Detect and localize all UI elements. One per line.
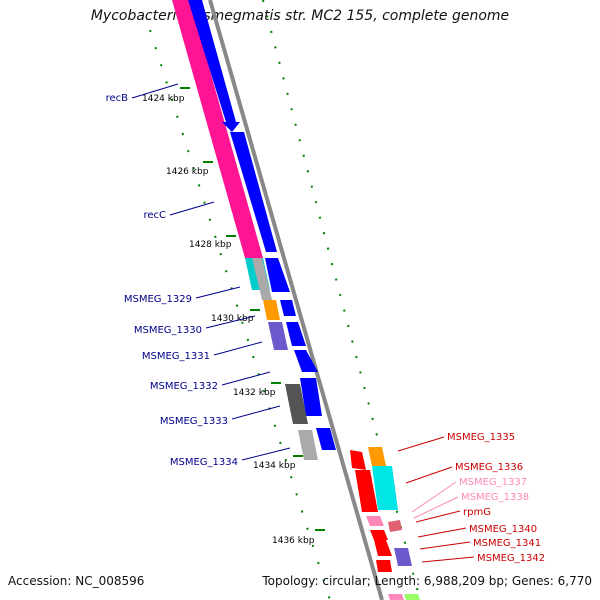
leader-line xyxy=(131,83,179,99)
gene-label-recc[interactable]: recC xyxy=(143,210,166,221)
leader-line xyxy=(195,286,241,299)
gene-label-recb[interactable]: recB xyxy=(106,93,129,104)
gene-label-msmeg-1330[interactable]: MSMEG_1330 xyxy=(134,325,202,336)
cds-msmeg-1329 xyxy=(265,258,290,292)
cds-recb xyxy=(188,0,240,132)
left-gene-labels: recB recC MSMEG_1329 MSMEG_1330 MSMEG_13… xyxy=(106,83,291,468)
leader-line xyxy=(419,541,471,550)
feature-pink-bottom xyxy=(388,594,404,600)
leader-line xyxy=(415,510,461,523)
right-gene-labels: MSMEG_1335 MSMEG_1336 MSMEG_1337 MSMEG_1… xyxy=(397,432,545,564)
gc-band-grey xyxy=(252,258,272,300)
cds-msmeg-1341 xyxy=(394,548,412,566)
accession-label: Accession: NC_008596 xyxy=(8,574,145,588)
leader-line xyxy=(205,315,256,329)
leader-line xyxy=(231,405,281,420)
cds-msmeg-1337 xyxy=(366,516,384,526)
cds-msmeg-1330 xyxy=(280,300,296,316)
cds-msmeg-1332 xyxy=(294,350,318,372)
cds-msmeg-1334 xyxy=(316,428,336,450)
backbone-line xyxy=(208,0,384,600)
topology-label: Topology: circular; Length: 6,988,209 bp… xyxy=(262,574,592,588)
gene-label-rpmg[interactable]: rpmG xyxy=(463,507,491,518)
tick-label: 1430 kbp xyxy=(211,314,254,324)
leader-line xyxy=(221,371,271,386)
feature-cyan xyxy=(372,466,398,510)
cds-rpmg xyxy=(370,530,388,540)
feature-lightgrey xyxy=(298,430,318,460)
tick-label: 1428 kbp xyxy=(189,240,232,250)
feature-darkgrey xyxy=(285,384,308,424)
tick-label: 1426 kbp xyxy=(166,167,209,177)
gene-label-msmeg-1340[interactable]: MSMEG_1340 xyxy=(469,524,537,535)
leader-line xyxy=(169,201,215,216)
tick-label: 1436 kbp xyxy=(272,536,315,546)
gene-label-msmeg-1342[interactable]: MSMEG_1342 xyxy=(477,553,545,564)
cds-msmeg-1331 xyxy=(286,322,306,346)
cds-recc xyxy=(230,132,277,252)
cds-msmeg-1340 xyxy=(374,540,392,556)
cds-msmeg-1336 xyxy=(355,470,378,512)
cds-msmeg-1338 xyxy=(388,520,402,532)
feature-slateblue xyxy=(268,322,288,350)
gene-label-msmeg-1335[interactable]: MSMEG_1335 xyxy=(447,432,515,443)
gene-label-msmeg-1333[interactable]: MSMEG_1333 xyxy=(160,416,228,427)
cds-msmeg-1342 xyxy=(376,560,392,572)
gene-label-msmeg-1337[interactable]: MSMEG_1337 xyxy=(459,477,527,488)
gene-label-msmeg-1338[interactable]: MSMEG_1338 xyxy=(461,492,529,503)
gene-label-msmeg-1331[interactable]: MSMEG_1331 xyxy=(142,351,210,362)
leader-line xyxy=(397,436,445,452)
leader-line xyxy=(405,466,453,484)
tick-label: 1424 kbp xyxy=(142,94,185,104)
feature-orange xyxy=(263,300,280,320)
leader-line xyxy=(417,527,467,538)
leader-line xyxy=(241,447,291,461)
tick-label: 1434 kbp xyxy=(253,461,296,471)
leader-line xyxy=(411,481,457,513)
tick-label: 1432 kbp xyxy=(233,388,276,398)
gene-label-msmeg-1334[interactable]: MSMEG_1334 xyxy=(170,457,238,468)
gc-skew-band xyxy=(172,0,263,258)
leader-line xyxy=(413,496,459,519)
feature-orange-2 xyxy=(368,447,386,466)
ticks: 1424 kbp 1426 kbp 1428 kbp 1430 kbp 1432… xyxy=(142,87,325,546)
gene-label-msmeg-1336[interactable]: MSMEG_1336 xyxy=(455,462,523,473)
gene-label-msmeg-1332[interactable]: MSMEG_1332 xyxy=(150,381,218,392)
gene-label-msmeg-1341[interactable]: MSMEG_1341 xyxy=(473,538,541,549)
cds-msmeg-1333 xyxy=(300,378,322,416)
gene-label-msmeg-1329[interactable]: MSMEG_1329 xyxy=(124,294,192,305)
leader-line xyxy=(421,556,475,563)
leader-line xyxy=(213,341,263,356)
cds-msmeg-1335 xyxy=(350,450,366,470)
feature-green-bottom xyxy=(404,594,420,600)
